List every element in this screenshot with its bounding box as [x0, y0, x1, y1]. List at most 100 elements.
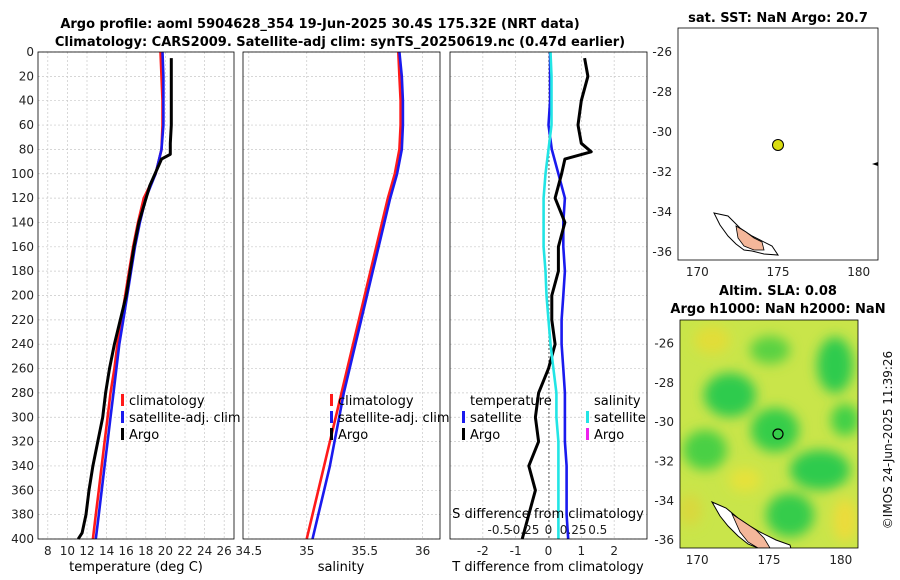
map-x-tick-label: 175 — [758, 553, 781, 567]
map-y-tick-label: -34 — [652, 205, 672, 219]
y-tick-label: 140 — [11, 215, 34, 229]
sla-map-ticks: 170 175 180 -26 -28 -30 -32 -34 -36 — [654, 337, 852, 567]
y-tick-label: 20 — [19, 69, 34, 83]
sst-argo-marker — [772, 139, 784, 151]
map-y-tick-label: -28 — [652, 85, 672, 99]
difference-legend-temperature: temperature satellite Argo — [462, 394, 552, 443]
map-y-tick-label: -26 — [654, 337, 674, 351]
sst-map-panel: sat. SST: NaN Argo: 20.7 170 175 180 -26 -28… — [652, 11, 879, 279]
temperature-ticks: 0 20 40 60 80 100 120 140 160 180 200 220 240 260 280 3… — [11, 45, 232, 558]
y-tick-label: 200 — [11, 289, 34, 303]
x-tick-label: 2 — [610, 544, 618, 558]
s-diff-tick-label: 0.25 — [560, 523, 587, 537]
legend-swatch-argo — [121, 428, 124, 440]
difference-panel: -2 -1 0 1 2 -0.5-0.25 0 0.25 0.5 S difference fr… — [449, 51, 648, 575]
temperature-panel: 0 20 40 60 80 100 120 140 160 180 200 220 240 260 280 3… — [11, 45, 241, 575]
sal-legend-swatch-argo — [330, 428, 333, 440]
y-tick-label: 40 — [19, 94, 34, 108]
y-tick-label: 160 — [11, 240, 34, 254]
y-tick-label: 380 — [11, 508, 34, 522]
sla-map-title1: Altim. SLA: 0.08 — [719, 284, 837, 299]
x-tick-label: 12 — [79, 544, 94, 558]
x-tick-label: 14 — [99, 544, 114, 558]
map-y-tick-label: -34 — [654, 494, 674, 508]
difference-series — [520, 51, 593, 540]
s-diff-tick-label: 0.5 — [588, 523, 607, 537]
figure-title-line1: Argo profile: aoml 5904628_354 19-Jun-20… — [60, 17, 579, 32]
sla-map-frame — [679, 319, 859, 549]
temperature-series — [76, 51, 173, 540]
diff-legend-swatch-t-satellite — [462, 411, 465, 423]
sal-legend-label-argo: Argo — [338, 428, 368, 443]
y-tick-label: 340 — [11, 459, 34, 473]
salinity-legend: climatology satellite-adj. clim Argo — [330, 394, 450, 443]
difference-grid — [450, 51, 647, 540]
legend-label-satellite: satellite-adj. clim — [129, 411, 241, 426]
salinity-grid — [243, 51, 440, 540]
legend-swatch-climatology — [121, 394, 124, 406]
sst-land-fill — [735, 225, 765, 251]
map-x-tick-label: 180 — [847, 265, 870, 279]
x-tick-label: -2 — [477, 544, 489, 558]
y-tick-label: 280 — [11, 386, 34, 400]
temperature-grid — [38, 51, 234, 540]
salinity-xlabel: salinity — [318, 560, 365, 575]
legend-label-argo: Argo — [129, 428, 159, 443]
s-diff-tick-label: -0.25 — [508, 523, 539, 537]
map-x-tick-label: 180 — [829, 553, 852, 567]
diff-legend-label-s-argo: Argo — [594, 428, 624, 443]
difference-ticks: -2 -1 0 1 2 -0.5-0.25 0 0.25 0.5 — [477, 523, 618, 558]
series-line-argo — [76, 58, 173, 540]
series-line-t-argo — [520, 57, 593, 540]
t-difference-xlabel: T difference from climatology — [451, 560, 644, 575]
y-tick-label: 100 — [11, 167, 34, 181]
x-tick-label: -1 — [510, 544, 522, 558]
map-x-tick-label: 170 — [686, 265, 709, 279]
sal-legend-swatch-satellite — [330, 411, 333, 423]
sst-island — [872, 162, 878, 166]
salinity-series — [305, 51, 405, 540]
map-y-tick-label: -32 — [652, 165, 672, 179]
diff-legend-swatch-s-satellite — [586, 411, 589, 423]
sla-map-title2: Argo h1000: NaN h2000: NaN — [670, 302, 885, 317]
diff-legend-label-t-satellite: satellite — [470, 411, 522, 426]
x-tick-label: 18 — [138, 544, 153, 558]
y-tick-label: 220 — [11, 313, 34, 327]
y-tick-label: 300 — [11, 410, 34, 424]
y-tick-label: 0 — [26, 45, 34, 59]
x-tick-label: 36 — [415, 544, 430, 558]
y-tick-label: 240 — [11, 337, 34, 351]
map-x-tick-label: 175 — [767, 265, 790, 279]
diff-legend-label-s-satellite: satellite — [594, 411, 646, 426]
s-diff-tick-label: 0 — [545, 523, 553, 537]
sal-legend-label-satellite: satellite-adj. clim — [338, 411, 450, 426]
sla-map-panel: Altim. SLA: 0.08 Argo h1000: NaN h2000: … — [654, 284, 885, 567]
map-y-tick-label: -28 — [654, 376, 674, 390]
x-tick-label: 34.5 — [235, 544, 262, 558]
x-tick-label: 35.5 — [351, 544, 378, 558]
temperature-legend: climatology satellite-adj. clim Argo — [121, 394, 241, 443]
s-difference-label: S difference from climatology — [452, 507, 644, 522]
difference-axes-frame — [449, 51, 648, 540]
sst-map-land — [713, 162, 878, 256]
x-tick-label: 8 — [44, 544, 52, 558]
x-tick-label: 1 — [578, 544, 586, 558]
s-diff-tick-label: -0.5 — [488, 523, 511, 537]
map-y-tick-label: -32 — [654, 455, 674, 469]
map-x-tick-label: 170 — [686, 553, 709, 567]
sst-map-frame — [677, 27, 879, 261]
map-y-tick-label: -26 — [652, 45, 672, 59]
x-tick-label: 10 — [60, 544, 75, 558]
sal-legend-label-climatology: climatology — [338, 394, 414, 409]
y-tick-label: 80 — [19, 142, 34, 156]
series-line-satellite-adj-clim — [94, 51, 165, 540]
map-y-tick-label: -30 — [652, 125, 672, 139]
sal-legend-swatch-climatology — [330, 394, 333, 406]
salinity-ticks: 34.5 35 35.5 36 — [235, 544, 430, 558]
map-y-tick-label: -30 — [654, 415, 674, 429]
map-y-tick-label: -36 — [652, 245, 672, 259]
diff-legend-swatch-s-argo — [586, 428, 589, 440]
map-y-tick-label: -36 — [654, 533, 674, 547]
y-tick-label: 180 — [11, 264, 34, 278]
